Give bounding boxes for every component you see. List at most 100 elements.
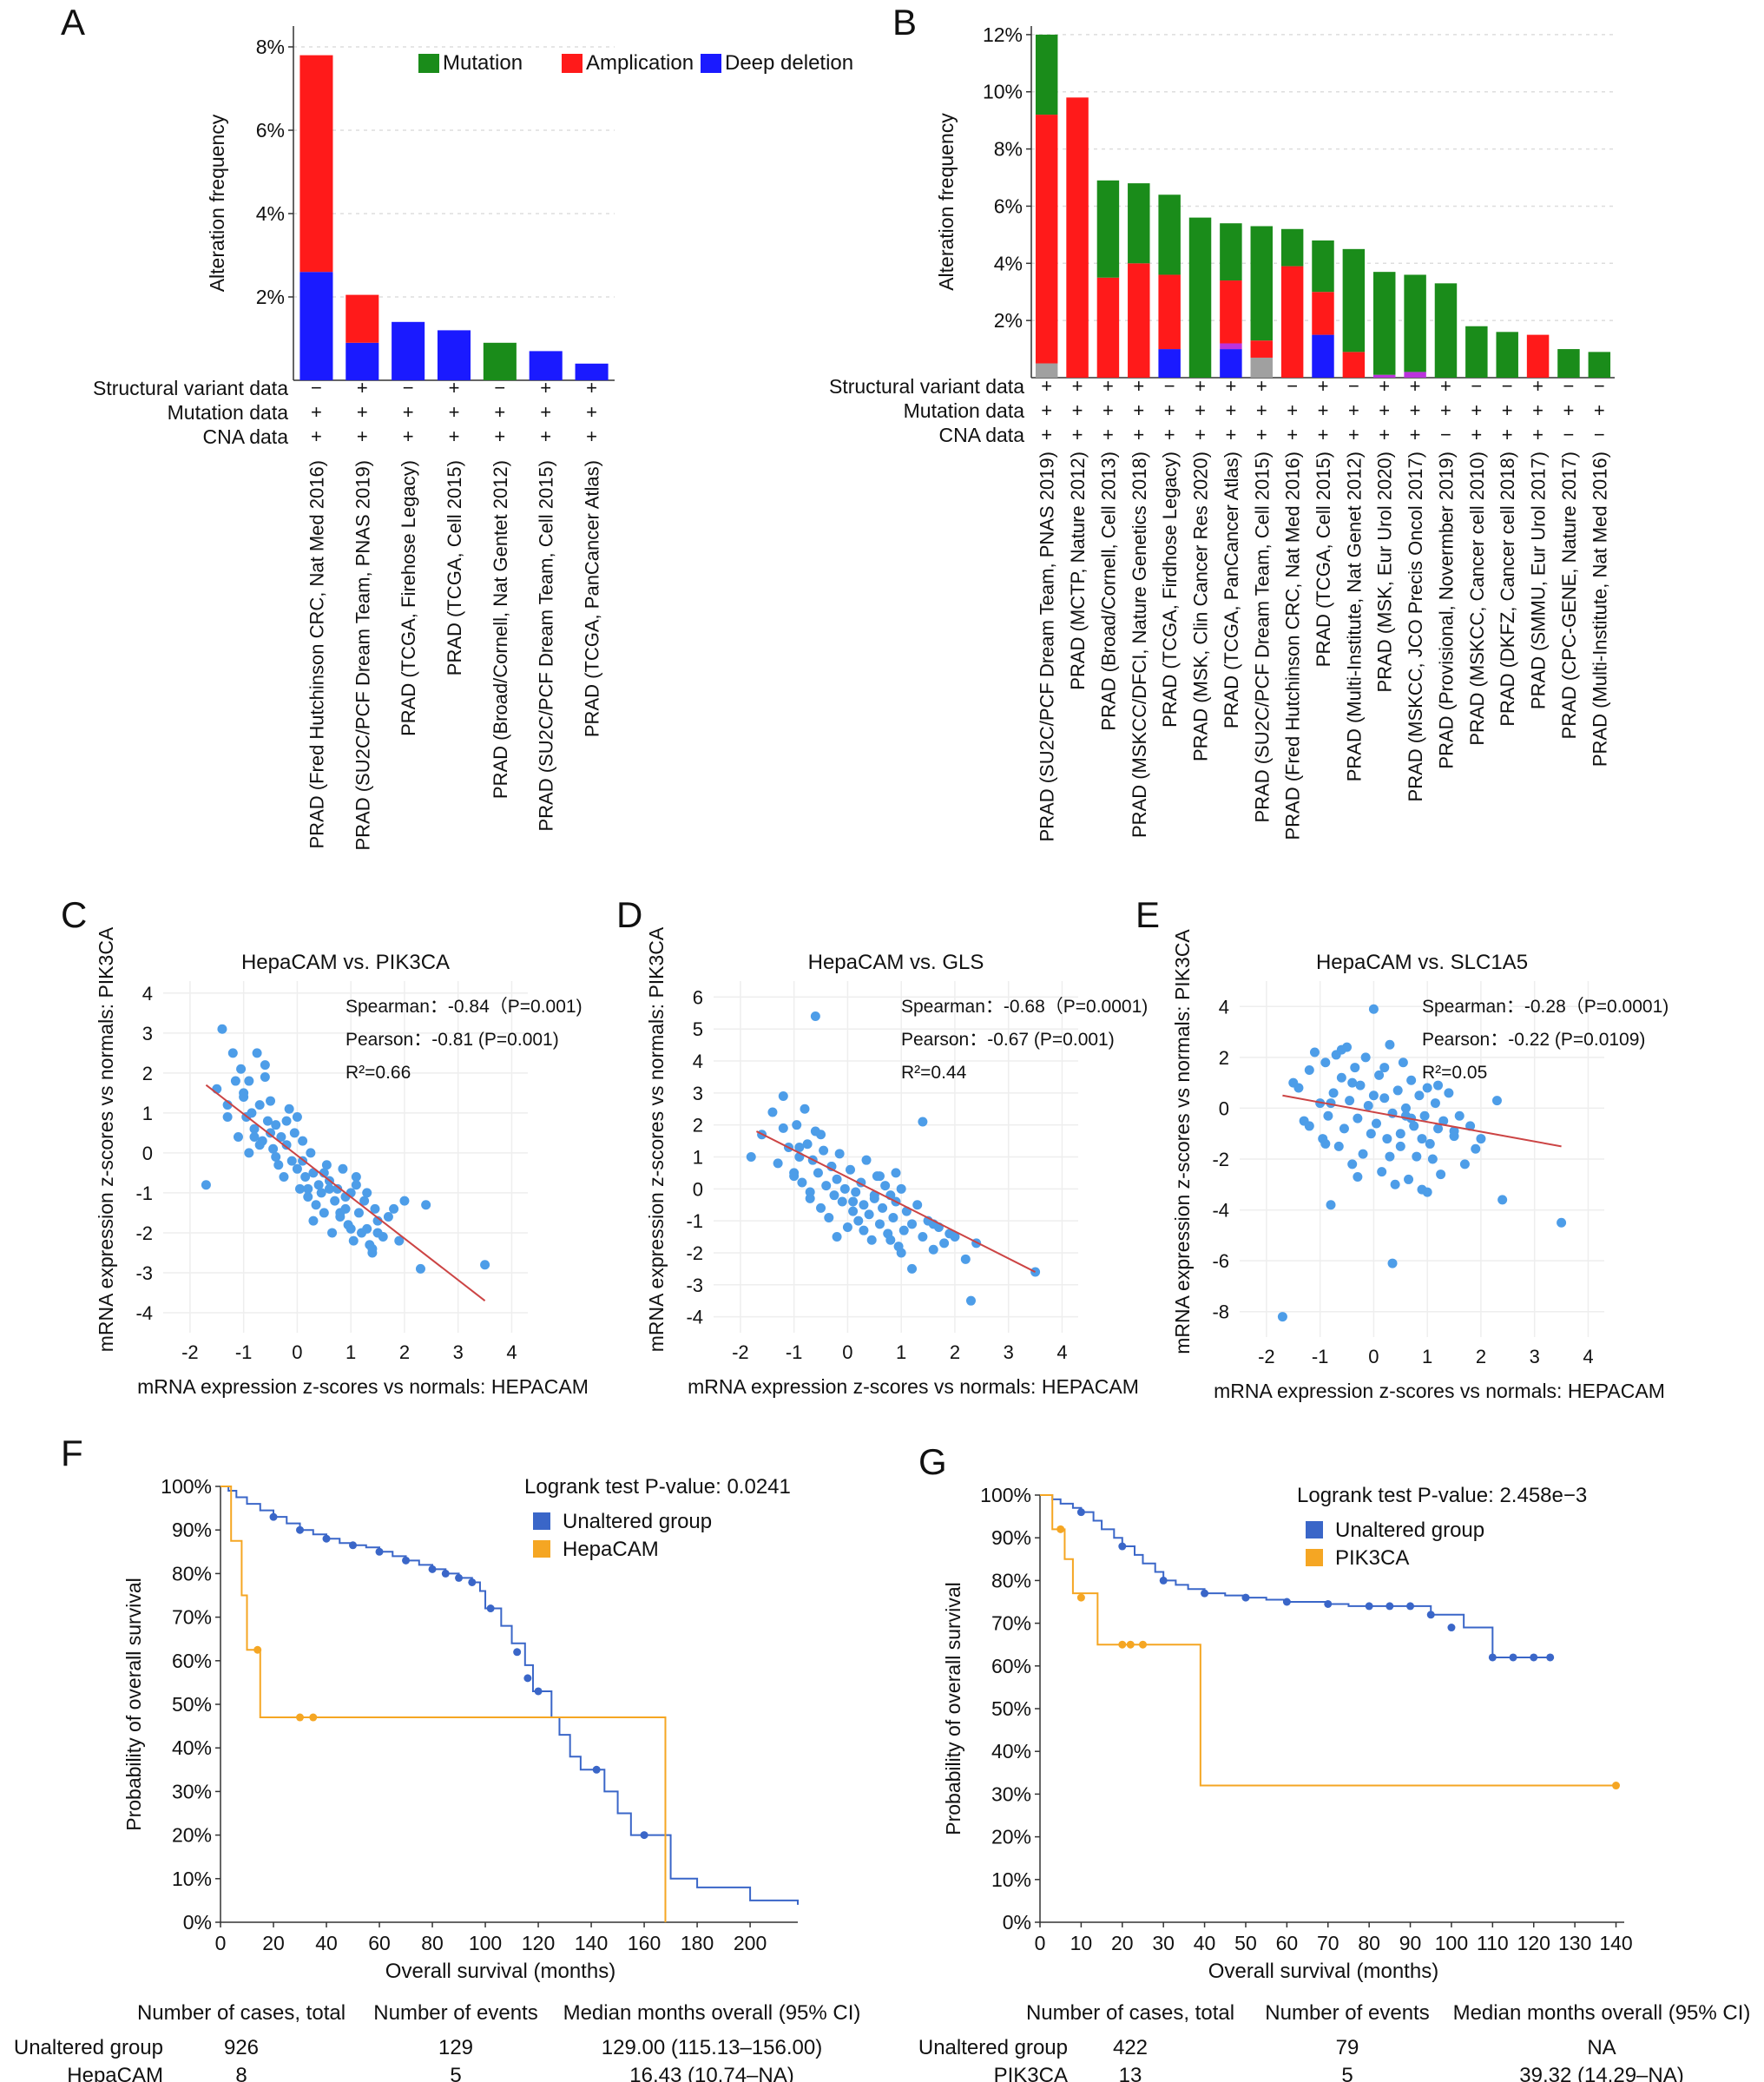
b-bar-amplification	[1312, 292, 1334, 335]
d-point	[891, 1168, 901, 1178]
f-ytick-label: 10%	[172, 1868, 212, 1890]
b-row-mark: −	[1471, 375, 1482, 397]
e-point	[1395, 1129, 1405, 1139]
b-bar-mutation	[1588, 352, 1611, 378]
d-point	[789, 1168, 800, 1178]
b-ytick-label: 6%	[994, 194, 1023, 217]
b-row-mark: +	[1471, 424, 1482, 445]
b-y-axis-label: Alteration frequency	[935, 113, 958, 291]
d-point	[874, 1171, 885, 1182]
g-censor-mark	[1406, 1602, 1415, 1611]
a-ytick-label: 6%	[256, 119, 285, 142]
c-point	[311, 1200, 321, 1210]
b-row-mark: −	[1502, 375, 1513, 397]
e-point	[1449, 1126, 1459, 1137]
g-table-median: 39.32 (14.29–NA)	[1519, 2064, 1683, 2082]
d-point	[819, 1145, 829, 1156]
g-censor-mark	[1282, 1598, 1291, 1606]
b-bar-multiple	[1404, 372, 1426, 378]
g-xtick-label: 60	[1276, 1932, 1299, 1954]
a-legend-label: Amplication	[586, 51, 694, 75]
b-row-mark: −	[1563, 424, 1575, 445]
b-row-mark: +	[1440, 375, 1451, 397]
b-row-mark: +	[1164, 399, 1175, 421]
b-bar-amplification	[1128, 263, 1150, 378]
b-category-label: PRAD (MCTP, Nature 2012)	[1067, 451, 1089, 690]
c-point	[262, 1116, 273, 1126]
c-point	[372, 1216, 383, 1226]
f-censor-mark	[269, 1512, 278, 1521]
e-point	[1358, 1149, 1368, 1159]
b-bar-amplification	[1220, 280, 1242, 344]
b-category-label: PRAD (MSKCC, Cancer cell 2010)	[1466, 451, 1488, 746]
a-legend-swatch	[701, 54, 721, 73]
c-point	[249, 1123, 260, 1134]
b-row-mark: +	[1594, 399, 1605, 421]
b-row-mark: +	[1041, 424, 1052, 445]
e-point	[1400, 1103, 1411, 1113]
e-point	[1459, 1159, 1470, 1169]
c-point	[370, 1203, 380, 1214]
b-category-label: PRAD (MSKCC, JCO Precis Oncol 2017)	[1405, 451, 1426, 801]
f-ytick-label: 100%	[161, 1475, 212, 1498]
g-xtick-label: 110	[1477, 1932, 1509, 1954]
e-point	[1368, 1004, 1379, 1014]
a-bar-mutation	[483, 342, 517, 380]
e-point	[1379, 1093, 1390, 1104]
b-row-mark: +	[1348, 424, 1359, 445]
d-title: HepaCAM vs. GLS	[808, 951, 984, 974]
b-row-mark: +	[1532, 399, 1544, 421]
c-x-axis-label: mRNA expression z-scores vs normals: HEP…	[137, 1375, 589, 1398]
e-point	[1347, 1159, 1358, 1169]
a-row-mark: +	[494, 425, 505, 447]
a-row-mark: +	[449, 377, 460, 399]
d-point	[800, 1104, 810, 1114]
e-point	[1444, 1088, 1454, 1098]
e-xtick-label: 0	[1368, 1346, 1379, 1367]
a-category-label: PRAD (TCGA, Firehose Legacy)	[398, 460, 419, 736]
f-x-axis-label: Overall survival (months)	[385, 1960, 615, 1983]
b-bar-mutation	[1312, 240, 1334, 293]
c-point	[330, 1196, 340, 1206]
d-xtick-label: 0	[842, 1341, 852, 1363]
c-point	[346, 1223, 356, 1234]
c-xtick-label: 2	[399, 1341, 410, 1363]
f-legend-label: HepaCAM	[563, 1538, 659, 1561]
b-bar-mutation	[1188, 217, 1212, 378]
e-point	[1333, 1141, 1344, 1151]
c-point	[260, 1060, 270, 1071]
e-fit-line	[1282, 1094, 1562, 1148]
b-row-mark: +	[1532, 424, 1544, 445]
b-bar-mutation	[1434, 283, 1458, 378]
e-point	[1363, 1101, 1373, 1110]
c-point	[281, 1140, 292, 1150]
e-point	[1336, 1044, 1346, 1055]
g-table-header: Median months overall (95% CI)	[1453, 2001, 1751, 2025]
d-point	[816, 1202, 826, 1213]
panel-letter-a: A	[61, 2, 85, 43]
d-point	[746, 1152, 756, 1162]
c-point	[332, 1183, 343, 1194]
b-ytick-label: 2%	[994, 309, 1023, 332]
b-bar-amplification	[1035, 115, 1058, 364]
e-point	[1425, 1138, 1435, 1149]
c-point	[286, 1156, 297, 1166]
b-bar-mutation	[1250, 226, 1273, 341]
b-bar-mutation	[1096, 180, 1120, 278]
f-censor-mark	[441, 1569, 450, 1578]
e-point	[1350, 1063, 1360, 1073]
a-category-label: PRAD (TCGA, Cell 2015)	[444, 460, 465, 675]
c-ytick-label: -3	[135, 1262, 153, 1284]
e-point	[1430, 1098, 1440, 1109]
f-censor-mark	[513, 1648, 522, 1657]
g-censor-mark	[1118, 1542, 1127, 1551]
b-row-mark: +	[1502, 399, 1513, 421]
a-row-mark: +	[403, 425, 414, 447]
e-point	[1328, 1088, 1339, 1098]
g-table-group: Unaltered group	[918, 2036, 1068, 2059]
f-censor-mark	[375, 1547, 384, 1556]
g-xtick-label: 80	[1358, 1932, 1380, 1954]
f-censor-mark	[253, 1645, 262, 1654]
b-row-mark: +	[1072, 399, 1083, 421]
e-point	[1304, 1065, 1314, 1075]
